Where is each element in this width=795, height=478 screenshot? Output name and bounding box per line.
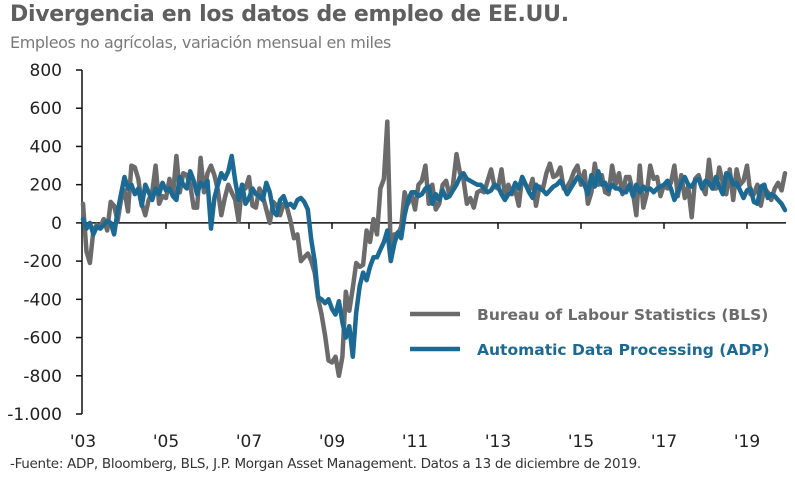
x-tick-label: '11 — [402, 432, 428, 452]
y-tick-label: 800 — [30, 61, 62, 81]
y-tick-label: 200 — [30, 176, 62, 196]
y-tick-label: -400 — [23, 290, 62, 310]
x-tick-label: '05 — [153, 432, 179, 452]
chart-subtitle: Empleos no agrícolas, variación mensual … — [10, 33, 391, 52]
chart-title: Divergencia en los datos de empleo de EE… — [10, 2, 569, 27]
legend: Bureau of Labour Statistics (BLS) Automa… — [410, 306, 770, 359]
y-tick-label: 400 — [30, 137, 62, 157]
legend-label-bls: Bureau of Labour Statistics (BLS) — [477, 306, 768, 324]
series-layer — [80, 119, 788, 379]
x-tick-label: '17 — [651, 432, 677, 452]
y-tick-label: 0 — [51, 214, 62, 234]
x-tick-label: '15 — [568, 432, 594, 452]
x-tick-label: '09 — [319, 432, 345, 452]
y-tick-label: -800 — [23, 367, 62, 387]
x-tick-label: '19 — [734, 432, 760, 452]
x-tick-label: '07 — [236, 432, 262, 452]
y-tick-label: 600 — [30, 99, 62, 119]
series-line-bls — [80, 119, 788, 379]
source-footnote: -Fuente: ADP, Bloomberg, BLS, J.P. Morga… — [10, 456, 641, 472]
legend-label-adp: Automatic Data Processing (ADP) — [477, 341, 770, 359]
x-tick-label: '13 — [485, 432, 511, 452]
x-axis: '03 '05 '07 '09 '11 '13 '15 '17 '19 — [70, 222, 786, 452]
y-tick-label: -600 — [23, 329, 62, 349]
series-line-adp — [80, 153, 788, 359]
y-tick-label: -1.000 — [7, 405, 62, 425]
x-tick-label: '03 — [70, 432, 96, 452]
y-axis: 800 600 400 200 0 -200 -400 -600 -800 -1.000 — [7, 61, 83, 425]
y-tick-label: -200 — [23, 252, 62, 272]
